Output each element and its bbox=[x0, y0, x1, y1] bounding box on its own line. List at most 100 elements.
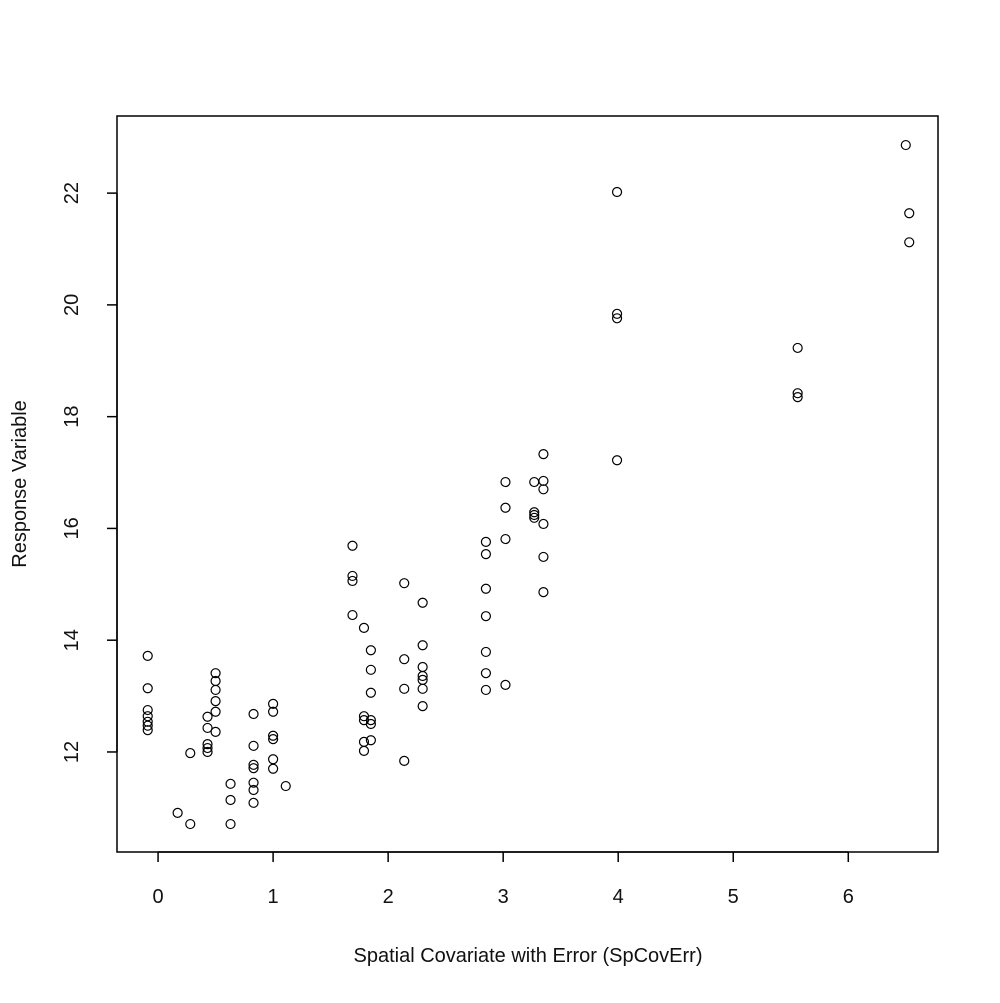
point bbox=[210, 684, 221, 696]
point bbox=[172, 807, 183, 818]
point bbox=[142, 716, 153, 727]
point bbox=[500, 476, 511, 488]
point bbox=[225, 778, 236, 789]
point bbox=[792, 391, 803, 403]
point bbox=[417, 597, 428, 608]
point bbox=[248, 784, 259, 796]
point bbox=[202, 739, 213, 750]
y-tick-label: 18 bbox=[61, 406, 83, 428]
point bbox=[417, 661, 428, 673]
point bbox=[185, 818, 196, 830]
x-tick-label: 1 bbox=[268, 886, 279, 908]
point bbox=[529, 476, 540, 488]
point bbox=[268, 734, 279, 745]
point bbox=[500, 679, 511, 691]
point bbox=[268, 706, 279, 717]
point bbox=[529, 512, 540, 523]
point bbox=[399, 654, 410, 665]
y-tick-label: 14 bbox=[61, 629, 83, 651]
point bbox=[225, 818, 236, 830]
point bbox=[538, 587, 549, 598]
point bbox=[202, 722, 213, 734]
point bbox=[202, 711, 213, 722]
point bbox=[142, 704, 153, 716]
point bbox=[538, 518, 549, 530]
point bbox=[347, 575, 358, 587]
point bbox=[417, 670, 428, 682]
point bbox=[347, 609, 358, 621]
point bbox=[268, 763, 279, 774]
point bbox=[480, 611, 492, 622]
point bbox=[142, 683, 153, 694]
point bbox=[792, 388, 803, 399]
point bbox=[210, 706, 221, 717]
point bbox=[538, 551, 549, 563]
point bbox=[358, 745, 370, 756]
point bbox=[365, 735, 376, 746]
point bbox=[280, 780, 291, 792]
point bbox=[500, 533, 511, 545]
y-axis-label: Response Variable bbox=[9, 400, 31, 568]
point bbox=[268, 754, 279, 765]
x-tick-label: 5 bbox=[728, 886, 739, 908]
point bbox=[480, 536, 492, 547]
point bbox=[611, 308, 623, 319]
point bbox=[248, 740, 259, 751]
point bbox=[399, 683, 410, 694]
point bbox=[417, 701, 428, 712]
point bbox=[142, 725, 153, 736]
point bbox=[202, 746, 213, 758]
y-tick-label: 20 bbox=[61, 294, 83, 316]
x-tick-label: 2 bbox=[383, 886, 394, 908]
point bbox=[480, 646, 492, 658]
point bbox=[365, 718, 376, 730]
point bbox=[399, 578, 410, 589]
point bbox=[480, 684, 492, 696]
point bbox=[611, 186, 623, 198]
x-tick-label: 4 bbox=[613, 886, 624, 908]
point bbox=[347, 570, 358, 582]
point bbox=[480, 583, 492, 594]
point bbox=[500, 502, 511, 513]
y-tick-label: 22 bbox=[61, 182, 83, 204]
x-tick-label: 0 bbox=[153, 886, 164, 908]
point bbox=[365, 664, 376, 675]
point bbox=[248, 708, 259, 720]
point bbox=[417, 683, 428, 694]
point bbox=[611, 455, 623, 466]
point bbox=[248, 777, 259, 788]
point bbox=[248, 797, 259, 808]
point bbox=[792, 342, 803, 354]
point bbox=[268, 698, 279, 710]
point bbox=[268, 730, 279, 741]
x-tick-label: 6 bbox=[843, 886, 854, 908]
point bbox=[248, 763, 259, 774]
point bbox=[142, 720, 153, 731]
point bbox=[480, 549, 492, 560]
point bbox=[900, 139, 911, 151]
point bbox=[611, 313, 623, 324]
point bbox=[529, 509, 540, 521]
point bbox=[480, 668, 492, 679]
point bbox=[248, 759, 259, 770]
point bbox=[210, 726, 221, 737]
point bbox=[365, 715, 376, 726]
point bbox=[538, 475, 549, 487]
point bbox=[210, 696, 221, 707]
point bbox=[529, 507, 540, 518]
point bbox=[538, 449, 549, 460]
y-tick-label: 16 bbox=[61, 517, 83, 539]
y-tick-label: 12 bbox=[61, 741, 83, 763]
point bbox=[142, 650, 153, 661]
point bbox=[365, 645, 376, 656]
x-axis-label: Spatial Covariate with Error (SpCovErr) bbox=[354, 945, 703, 967]
point bbox=[904, 208, 915, 219]
point bbox=[538, 484, 549, 495]
point bbox=[202, 742, 213, 754]
point bbox=[225, 794, 236, 806]
point bbox=[399, 755, 410, 767]
point bbox=[210, 668, 221, 679]
x-tick-label: 3 bbox=[498, 886, 509, 908]
point bbox=[904, 237, 915, 248]
